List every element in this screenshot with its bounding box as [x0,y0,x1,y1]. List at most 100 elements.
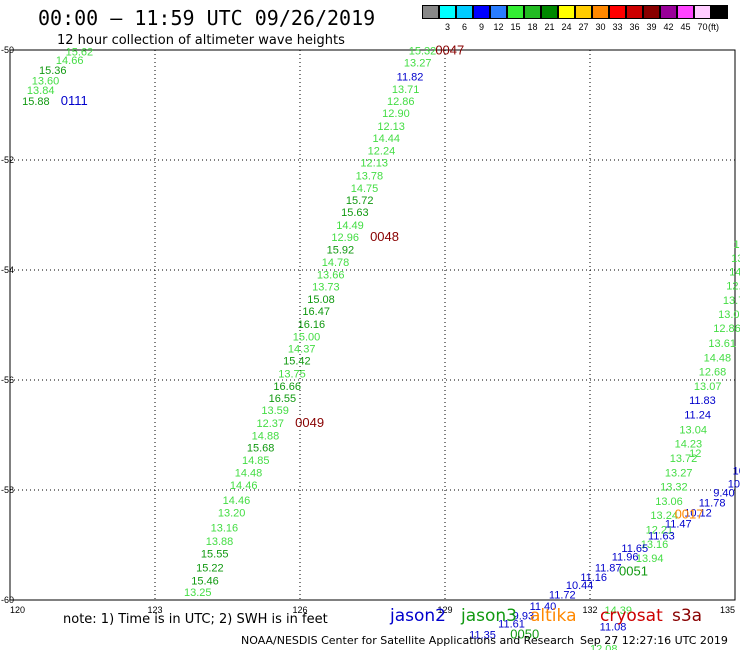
wave-height-label: 12.08 [590,643,618,650]
legend-swatch [609,5,626,19]
longitude-tick-label: 126 [292,605,307,615]
legend-label: 70 [697,22,708,32]
legend-label: 18 [527,22,538,32]
wave-height-label: 13.04 [679,424,707,436]
wave-height-label: 14.48 [704,352,732,364]
wave-height-label: 13.27 [404,58,432,70]
wave-height-label: 16.55 [269,393,297,405]
wave-height-label: 13.24 [650,510,678,522]
wave-height-label: 12.86 [713,323,740,335]
legend-label: 24 [561,22,572,32]
wave-height-label: 13 [731,253,740,265]
latitude-tick-label: -60 [1,595,14,605]
legend-label: 42 [663,22,674,32]
satellite-jason3: jason3 [461,606,517,626]
wave-height-label: 14.46 [223,495,251,507]
wave-height-label: 13.61 [708,338,736,350]
pass-time-label: 0047 [435,42,464,57]
wave-height-label: 10.24 [728,478,740,490]
wave-height-label: 9.40 [713,488,734,500]
wave-height-label: 15.92 [327,245,355,257]
wave-height-label: 15.08 [307,294,335,306]
legend-label: 27 [578,22,589,32]
wave-height-label: 12.86 [387,96,415,108]
legend-swatch [473,5,490,19]
legend-swatch [592,5,609,19]
wave-height-label: 13.71 [392,84,420,96]
wave-height-label: 14.49 [336,220,364,232]
latitude-tick-label: -50 [1,45,14,55]
pass-time-label: 0111 [61,93,88,108]
legend-swatch [660,5,677,19]
legend-label: 21 [544,22,555,32]
wave-height-label: 10.12 [684,507,712,519]
legend-swatch [558,5,575,19]
legend-label: 36 [629,22,640,32]
wave-height-label: 16.47 [302,306,330,318]
wave-height-label: 13.73 [723,295,740,307]
wave-height-label: 13.72 [670,453,698,465]
wave-height-label: 13.06 [718,309,740,321]
legend-label: 45 [680,22,691,32]
wave-height-label: 13 [734,239,740,251]
wave-height-label: 13.94 [636,553,664,565]
wave-height-label: 13.25 [184,587,212,599]
wave-height-label: 15.88 [22,96,50,108]
wave-height-label: 13.27 [665,467,693,479]
wave-height-label: 13.16 [641,539,669,551]
wave-height-label: 14.88 [252,430,280,442]
wave-height-label: 10.44 [566,580,594,592]
wave-height-label: 14.44 [373,133,401,145]
legend-swatch [694,5,711,19]
wave-height-label: 11.40 [530,601,557,613]
wave-height-label: 12.13 [377,121,405,133]
wave-height-label: 12.96 [331,232,359,244]
wave-height-label: 15.68 [247,443,275,455]
wave-height-label: 13.88 [206,536,234,548]
wave-height-label: 12.37 [257,418,285,430]
wave-height-label: 11.65 [621,543,648,555]
bottom-note: note: 1) Time is in UTC; 2) SWH is in fe… [63,612,328,627]
wave-height-label: 16.16 [298,319,326,331]
legend-swatch [643,5,660,19]
wave-height-label: 13.59 [261,405,289,417]
latitude-tick-label: -52 [1,155,14,165]
longitude-tick-label: 123 [147,605,162,615]
wave-height-label: 15.36 [39,65,67,77]
longitude-tick-label: 135 [720,605,735,615]
legend-label: 6 [461,22,467,32]
page-subtitle: 12 hour collection of altimeter wave hei… [57,33,345,48]
wave-height-label: 10 [733,466,740,478]
longitude-tick-label: 129 [437,605,452,615]
wave-height-label: 14.46 [230,480,258,492]
wave-height-label: 13.06 [655,496,683,508]
wave-height-label: 9.93 [513,610,534,622]
wave-height-label: 11.96 [612,551,639,563]
wave-height-label: 12.21 [646,524,674,536]
pass-time-label: 0017 [675,507,704,522]
wave-height-label: 11.82 [397,71,424,83]
wave-height-label: 14.39 [605,605,633,617]
wave-height-label: 15.46 [191,576,219,588]
wave-height-label: 11.08 [600,621,627,633]
pass-time-label: 0051 [619,563,648,578]
wave-height-label: 13.32 [660,482,688,494]
legend-swatch [507,5,524,19]
legend-swatch [541,5,558,19]
legend-label: 3 [444,22,450,32]
satellite-jason2: jason2 [390,606,446,626]
wave-height-label: 12.24 [368,146,396,158]
legend-label: 15 [510,22,521,32]
pass-time-label: 0048 [370,229,399,244]
wave-height-label: 13.60 [32,76,60,88]
pass-time-label: 0049 [295,415,324,430]
legend-swatch [626,5,643,19]
legend-label: 30 [595,22,606,32]
satellite-cryosat: cryosat [600,606,663,626]
wave-height-label: 12.13 [360,158,388,170]
legend-label: 39 [646,22,657,32]
wave-height-label: 13.73 [312,281,340,293]
wave-height-label: 15.42 [283,356,311,368]
wave-height-label: 14.48 [235,467,263,479]
